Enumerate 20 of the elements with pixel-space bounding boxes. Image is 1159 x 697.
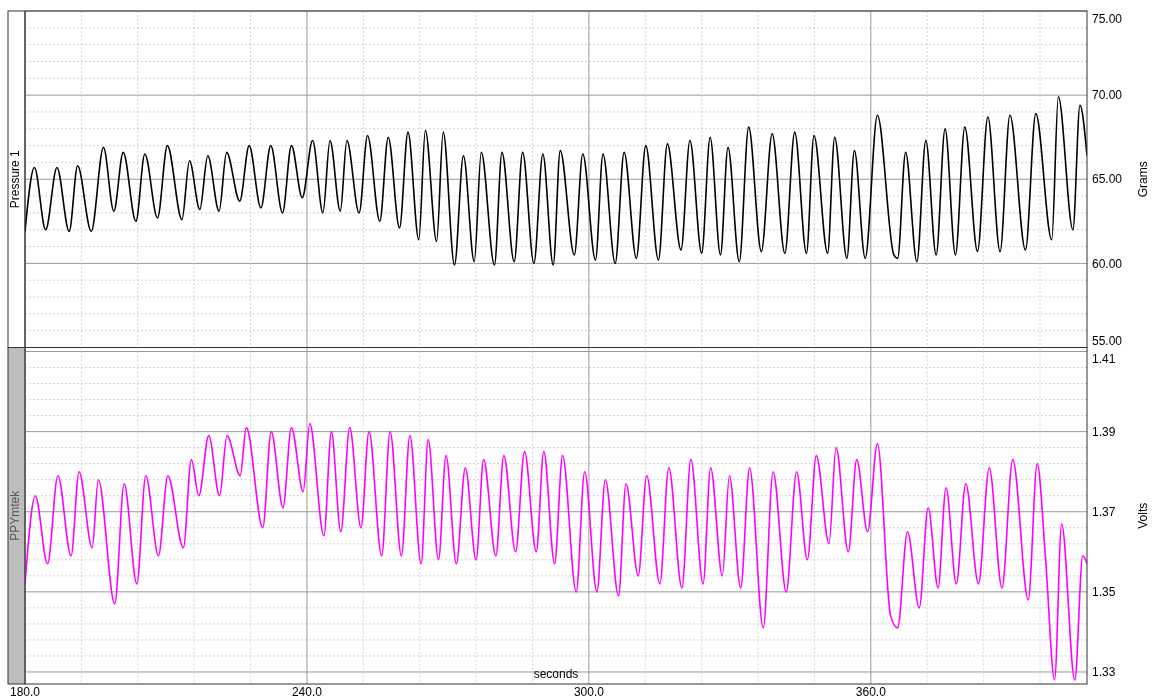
text: Pressure 1 bbox=[8, 149, 22, 209]
y-axis-title: Grams bbox=[1136, 161, 1150, 198]
y-tick-label: 65.00 bbox=[1092, 172, 1123, 187]
y-tick-label: 55.00 bbox=[1092, 333, 1123, 348]
y-axis-title: Volts bbox=[1136, 502, 1150, 529]
y-tick-label: 75.00 bbox=[1092, 11, 1123, 26]
line-series bbox=[25, 422, 1087, 681]
y-tick-label: 60.00 bbox=[1092, 256, 1123, 271]
y-tick-label: 1.33 bbox=[1092, 665, 1116, 680]
x-tick-label: 300.0 bbox=[573, 685, 605, 697]
x-axis-title: seconds bbox=[533, 667, 579, 681]
y-tick-label: 1.39 bbox=[1092, 424, 1116, 439]
x-tick-label: 360.0 bbox=[855, 685, 887, 697]
y-tick-label: 70.00 bbox=[1092, 88, 1123, 103]
text: PPYmtek bbox=[8, 489, 22, 541]
x-tick-label: 180.0 bbox=[9, 685, 41, 697]
y-tick-label: 1.41 bbox=[1092, 352, 1116, 367]
x-tick-label: 240.0 bbox=[291, 685, 323, 697]
y-tick-label: 1.37 bbox=[1092, 504, 1116, 519]
y-tick-label: 1.35 bbox=[1092, 585, 1116, 600]
